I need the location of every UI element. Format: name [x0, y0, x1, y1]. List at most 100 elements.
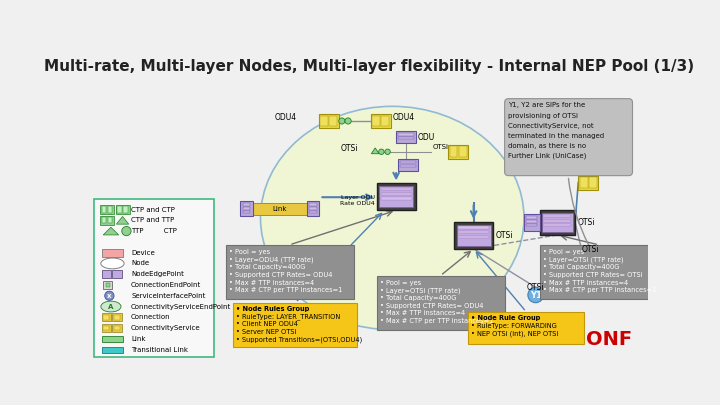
FancyBboxPatch shape: [100, 205, 114, 214]
Text: CTP and TTP: CTP and TTP: [131, 217, 174, 223]
Text: A: A: [108, 304, 114, 309]
Text: • Supported CTP Rates= ODU4: • Supported CTP Rates= ODU4: [380, 303, 483, 309]
Ellipse shape: [101, 258, 124, 269]
FancyBboxPatch shape: [381, 188, 412, 190]
FancyBboxPatch shape: [114, 315, 120, 320]
Text: • Max # TTP instances=4: • Max # TTP instances=4: [543, 279, 628, 286]
FancyBboxPatch shape: [253, 202, 307, 215]
FancyBboxPatch shape: [94, 199, 214, 356]
FancyBboxPatch shape: [103, 281, 112, 289]
FancyBboxPatch shape: [544, 224, 571, 226]
FancyBboxPatch shape: [377, 276, 505, 330]
Text: Layer ODU: Layer ODU: [341, 195, 375, 200]
FancyBboxPatch shape: [240, 201, 253, 216]
Polygon shape: [103, 227, 119, 235]
Text: • RuleType: LAYER_TRANSITION: • RuleType: LAYER_TRANSITION: [236, 313, 341, 320]
Text: • Supported CTP Rates= OTSi: • Supported CTP Rates= OTSi: [543, 272, 642, 278]
Text: OTSi: OTSi: [581, 245, 598, 254]
Text: • Layer=OTSi (TTP rate): • Layer=OTSi (TTP rate): [543, 256, 624, 263]
Text: Connection: Connection: [131, 314, 171, 320]
FancyBboxPatch shape: [310, 211, 317, 213]
FancyBboxPatch shape: [458, 226, 489, 229]
FancyBboxPatch shape: [397, 159, 418, 171]
Text: • Node Rules Group: • Node Rules Group: [236, 306, 310, 312]
Circle shape: [528, 287, 544, 303]
FancyBboxPatch shape: [458, 231, 489, 233]
FancyBboxPatch shape: [243, 207, 251, 209]
Text: Y1, Y2 are SIPs for the: Y1, Y2 are SIPs for the: [508, 102, 586, 109]
FancyBboxPatch shape: [526, 220, 537, 223]
Text: • Total Capacity=400G: • Total Capacity=400G: [229, 264, 305, 270]
Text: • Total Capacity=400G: • Total Capacity=400G: [543, 264, 619, 270]
Text: Link: Link: [131, 336, 145, 342]
Text: • Layer=ODU4 (TTP rate): • Layer=ODU4 (TTP rate): [229, 256, 313, 263]
FancyBboxPatch shape: [117, 207, 122, 213]
Text: Y1: Y1: [530, 290, 541, 300]
Text: OTSi: OTSi: [341, 144, 358, 153]
FancyBboxPatch shape: [225, 245, 354, 299]
FancyBboxPatch shape: [108, 207, 112, 213]
Text: TTP         CTP: TTP CTP: [131, 228, 177, 234]
FancyBboxPatch shape: [102, 249, 123, 256]
Text: provisioning of OTSi: provisioning of OTSi: [508, 113, 578, 119]
FancyBboxPatch shape: [398, 137, 414, 139]
FancyBboxPatch shape: [243, 211, 251, 213]
Text: ConnectivityService, not: ConnectivityService, not: [508, 123, 594, 128]
FancyBboxPatch shape: [103, 315, 109, 320]
Ellipse shape: [101, 301, 121, 312]
Text: OTSi: OTSi: [433, 144, 449, 150]
Text: • Max # CTP per TTP instances=1: • Max # CTP per TTP instances=1: [229, 287, 342, 293]
FancyBboxPatch shape: [102, 313, 111, 321]
FancyBboxPatch shape: [372, 115, 380, 126]
FancyBboxPatch shape: [400, 165, 415, 167]
Circle shape: [345, 118, 351, 124]
FancyBboxPatch shape: [526, 224, 537, 226]
Text: • Max # TTP instances=4: • Max # TTP instances=4: [229, 279, 314, 286]
FancyBboxPatch shape: [458, 236, 489, 238]
FancyBboxPatch shape: [243, 203, 251, 206]
Text: • Max # TTP instances=4: • Max # TTP instances=4: [380, 310, 465, 316]
Text: ONF: ONF: [586, 330, 632, 349]
FancyBboxPatch shape: [108, 217, 112, 224]
FancyBboxPatch shape: [526, 216, 537, 219]
FancyBboxPatch shape: [505, 99, 632, 176]
FancyBboxPatch shape: [112, 271, 122, 278]
FancyBboxPatch shape: [123, 207, 128, 213]
FancyBboxPatch shape: [578, 176, 598, 190]
Circle shape: [379, 149, 384, 154]
Text: • RuleType: FORWARDING: • RuleType: FORWARDING: [472, 323, 557, 329]
Text: Node: Node: [131, 260, 149, 266]
Text: • Total Capacity=400G: • Total Capacity=400G: [380, 295, 456, 301]
Text: ConnectivityServiceEndPoint: ConnectivityServiceEndPoint: [131, 304, 231, 309]
Text: OTSi: OTSi: [527, 284, 544, 292]
Text: Link: Link: [273, 206, 287, 212]
Text: Multi-rate, Multi-layer Nodes, Multi-layer flexibility - Internal NEP Pool (1/3): Multi-rate, Multi-layer Nodes, Multi-lay…: [44, 60, 694, 75]
FancyBboxPatch shape: [377, 183, 415, 210]
FancyBboxPatch shape: [396, 131, 416, 143]
FancyBboxPatch shape: [456, 225, 490, 246]
FancyBboxPatch shape: [539, 210, 575, 235]
FancyBboxPatch shape: [112, 313, 122, 321]
Text: OTSi: OTSi: [495, 231, 513, 240]
FancyBboxPatch shape: [448, 145, 468, 159]
Text: x: x: [107, 293, 112, 299]
FancyBboxPatch shape: [468, 312, 585, 344]
FancyBboxPatch shape: [319, 114, 339, 128]
Circle shape: [582, 249, 598, 264]
FancyBboxPatch shape: [382, 115, 389, 126]
FancyBboxPatch shape: [116, 205, 130, 214]
Text: • Max # CTP per TTP instances=1: • Max # CTP per TTP instances=1: [543, 287, 656, 293]
Text: domain, as there is no: domain, as there is no: [508, 143, 587, 149]
Text: Transitional Link: Transitional Link: [131, 347, 188, 353]
FancyBboxPatch shape: [103, 326, 109, 330]
FancyBboxPatch shape: [544, 220, 571, 222]
Text: ODU4: ODU4: [275, 113, 297, 121]
FancyBboxPatch shape: [459, 146, 467, 157]
FancyBboxPatch shape: [330, 115, 337, 126]
FancyBboxPatch shape: [233, 303, 357, 347]
FancyBboxPatch shape: [310, 207, 317, 209]
FancyBboxPatch shape: [589, 177, 597, 188]
Text: CTP and CTP: CTP and CTP: [131, 207, 175, 213]
FancyBboxPatch shape: [102, 271, 111, 278]
Text: OTSi: OTSi: [577, 218, 595, 227]
